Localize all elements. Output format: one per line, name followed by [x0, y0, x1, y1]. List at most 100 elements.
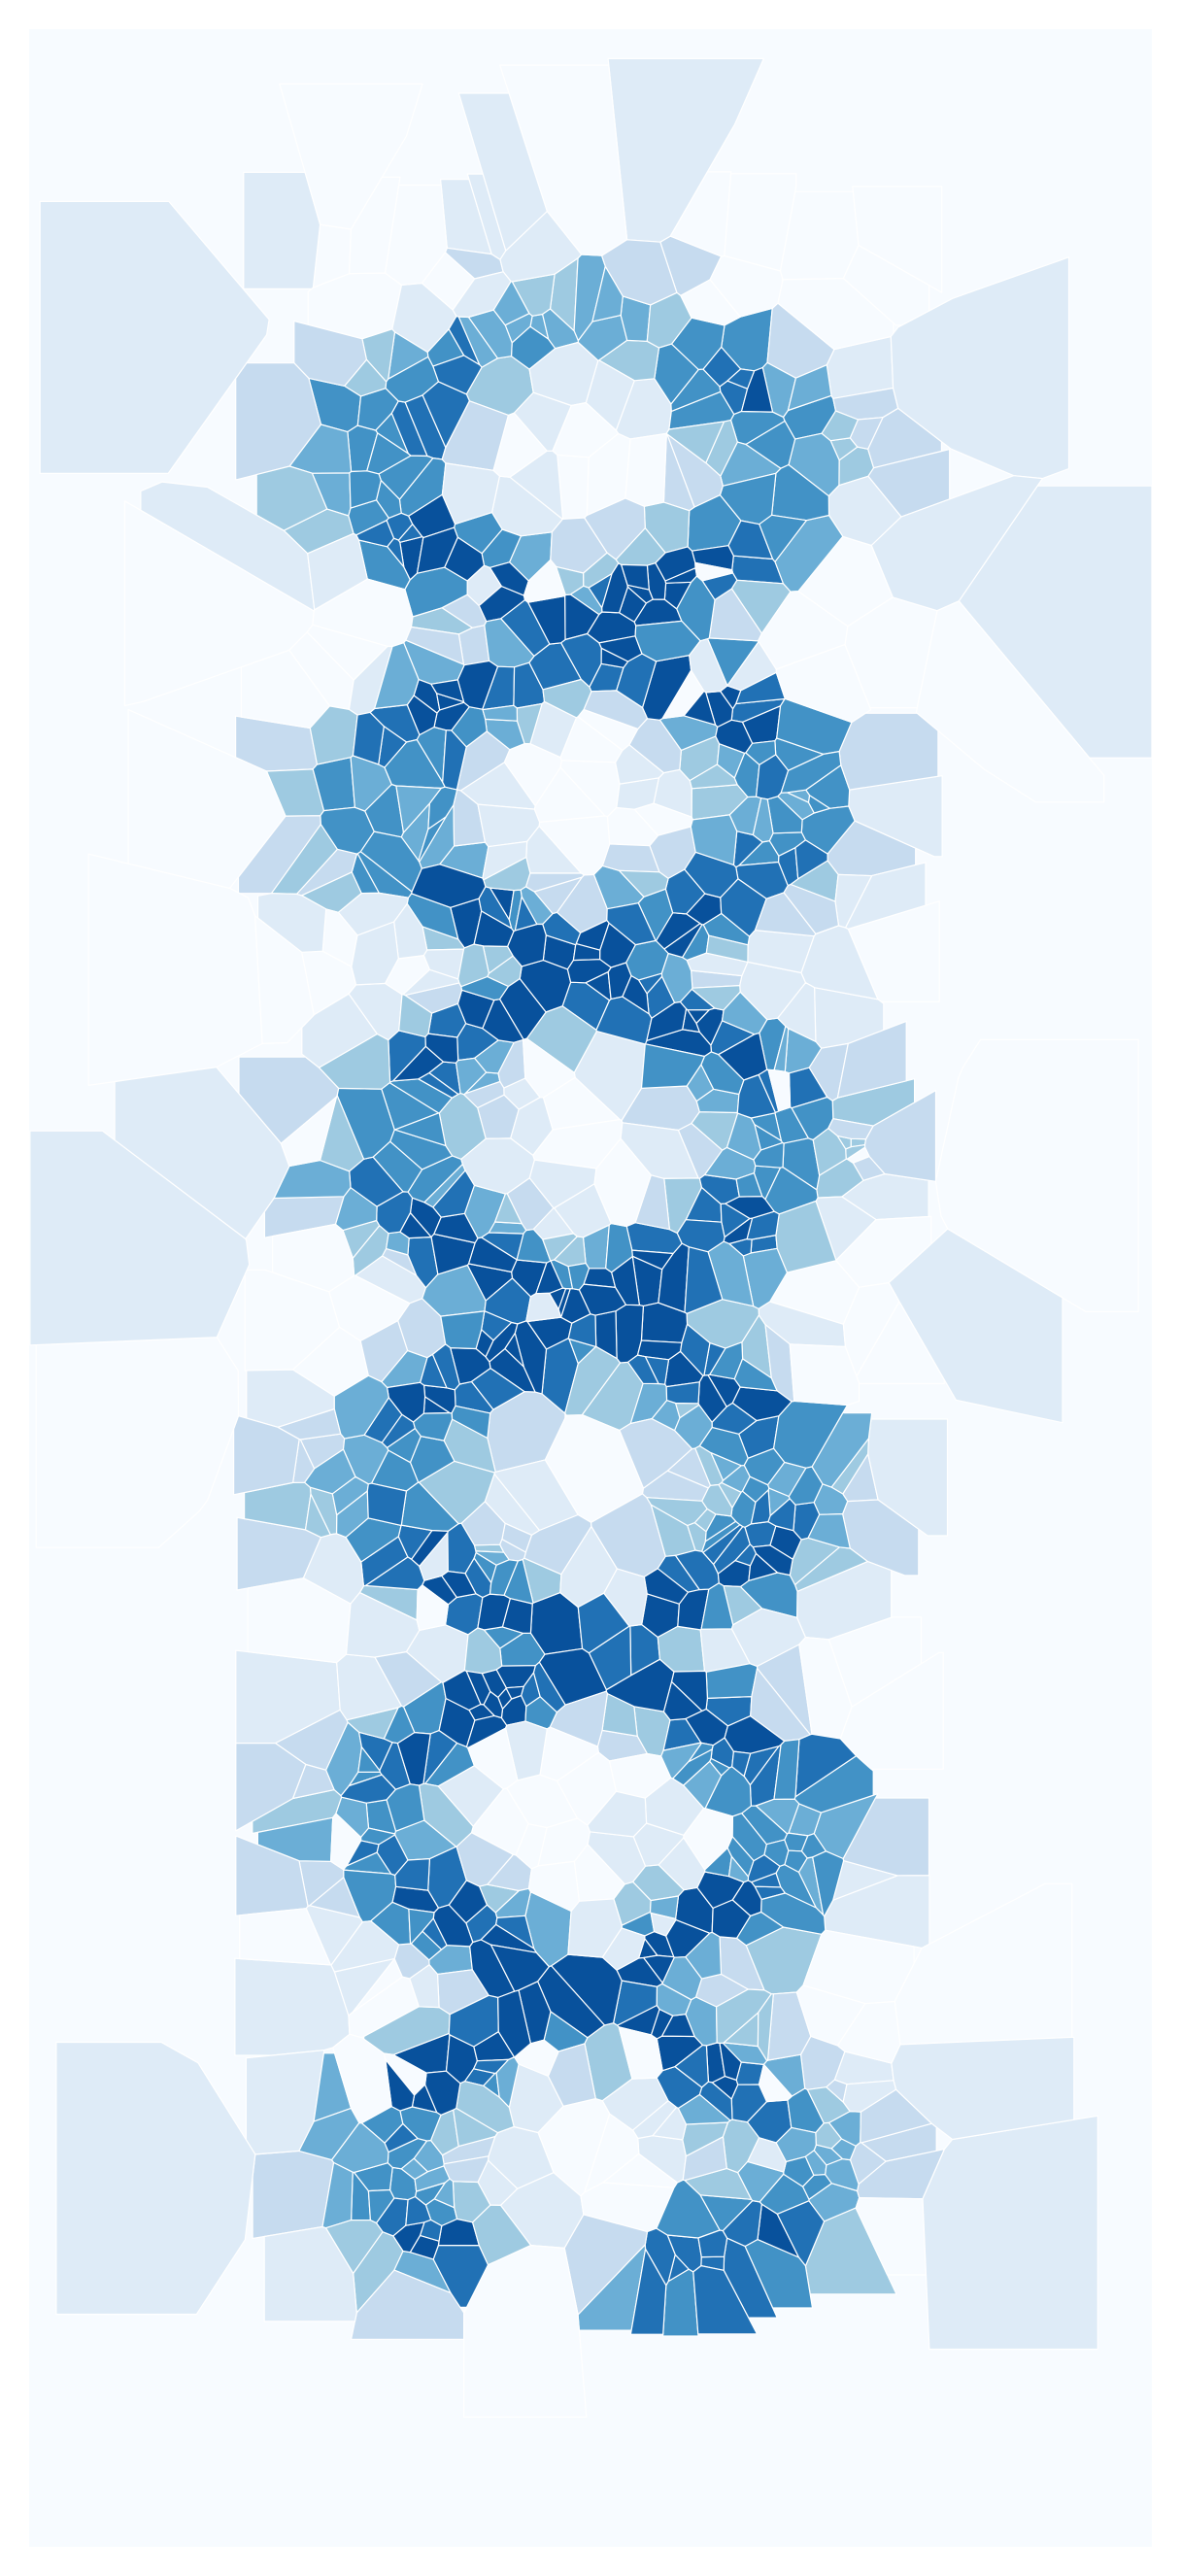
voronoi-cell: [395, 785, 442, 833]
voronoi-cell: [605, 1658, 675, 1712]
voronoi-cell: [821, 410, 860, 442]
voronoi-cell: [849, 417, 884, 450]
voronoi-cell: [618, 2026, 663, 2080]
voronoi-cell: [646, 1000, 688, 1041]
voronoi-cell: [307, 532, 368, 611]
voronoi-cell: [252, 2150, 335, 2240]
voronoi-cell: [504, 1332, 524, 1368]
voronoi-cell: [730, 1608, 807, 1668]
voronoi-cell: [340, 1774, 396, 1804]
voronoi-cell: [494, 1193, 523, 1225]
voronoi-cell: [515, 1823, 548, 1870]
voronoi-cell: [330, 1813, 362, 1871]
voronoi-cell: [629, 2248, 667, 2335]
voronoi-cell: [890, 256, 1070, 480]
voronoi-cell: [441, 462, 501, 525]
voronoi-cell: [922, 2115, 1098, 2351]
voronoi-cell: [593, 1137, 652, 1228]
voronoi-cell: [619, 1417, 693, 1489]
voronoi-cell: [665, 1381, 700, 1405]
voronoi-cell: [720, 1203, 751, 1238]
voronoi-cell: [711, 2076, 739, 2100]
voronoi-cell: [386, 512, 414, 541]
voronoi-cell: [826, 2079, 848, 2103]
voronoi-cell: [700, 1582, 734, 1630]
voronoi-cell: [726, 368, 756, 390]
voronoi-cell: [382, 1247, 418, 1276]
voronoi-cell: [759, 514, 807, 562]
voronoi-cell: [523, 559, 566, 603]
voronoi-cell: [751, 1872, 782, 1888]
voronoi-cell: [564, 1345, 622, 1416]
voronoi-cell: [807, 795, 830, 814]
voronoi-cell: [350, 755, 392, 812]
voronoi-cell: [807, 1512, 851, 1549]
voronoi-cell: [567, 1313, 597, 1348]
voronoi-cell: [448, 1994, 499, 2048]
voronoi-cell: [431, 1343, 460, 1391]
voronoi-cell: [304, 1493, 331, 1539]
voronoi-cell: [418, 1782, 474, 1847]
voronoi-cell: [394, 1857, 430, 1891]
voronoi-cell: [473, 2058, 510, 2075]
voronoi-cell: [357, 1746, 381, 1774]
voronoi-cell: [433, 2178, 456, 2209]
voronoi-cell: [336, 1087, 395, 1160]
voronoi-cell: [463, 1627, 503, 1675]
voronoi-cell: [846, 1146, 870, 1164]
voronoi-cell: [463, 2245, 588, 2418]
voronoi-cell: [432, 1169, 475, 1218]
voronoi-cell: [677, 2093, 731, 2125]
voronoi-cell: [825, 2158, 860, 2192]
voronoi-cell: [838, 712, 939, 791]
voronoi-cell: [419, 1532, 449, 1581]
voronoi-cell: [670, 1670, 709, 1712]
voronoi-cell: [345, 1591, 421, 1658]
voronoi-cell: [433, 1212, 479, 1244]
voronoi-cell: [554, 1183, 612, 1238]
voronoi-cell: [701, 1483, 733, 1517]
voronoi-cell: [503, 1558, 534, 1605]
voronoi-cell: [758, 2063, 793, 2103]
voronoi-cell: [742, 1247, 789, 1310]
voronoi-cell: [766, 1461, 807, 1498]
voronoi-cell: [777, 982, 817, 1042]
voronoi-cell: [279, 83, 423, 230]
voronoi-cell: [394, 1112, 447, 1147]
voronoi-cell: [333, 1374, 389, 1440]
voronoi-cell: [747, 2137, 788, 2173]
voronoi-cell: [839, 1651, 944, 1770]
voronoi-cell: [522, 1037, 576, 1099]
voronoi-cell: [432, 355, 483, 395]
voronoi-cell: [745, 740, 777, 765]
voronoi-cell: [566, 959, 612, 984]
voronoi-cell: [420, 2219, 443, 2242]
voronoi-cell: [406, 695, 438, 736]
voronoi-cell: [559, 716, 624, 763]
voronoi-cell: [767, 1068, 792, 1112]
voronoi-cell: [465, 1670, 491, 1706]
voronoi-cell: [320, 806, 375, 855]
voronoi-cell: [418, 1460, 495, 1525]
voronoi-cell: [755, 754, 790, 800]
voronoi-cell: [330, 1920, 400, 1973]
voronoi-cell: [552, 402, 620, 458]
voronoi-cell: [475, 1550, 510, 1566]
voronoi-cell: [656, 2179, 721, 2239]
voronoi-cell: [643, 1954, 675, 1984]
voronoi-cell: [736, 1073, 777, 1119]
voronoi-cell: [687, 1009, 710, 1025]
voronoi-cell: [451, 1405, 491, 1440]
voronoi-cell: [690, 814, 738, 866]
voronoi-cell: [567, 1262, 590, 1291]
voronoi-cell: [700, 1051, 745, 1096]
voronoi-cell: [426, 328, 465, 367]
voronoi-cell: [812, 1128, 847, 1176]
voronoi-cell: [123, 500, 315, 707]
voronoi-cell: [676, 1219, 725, 1253]
voronoi-cell: [702, 1524, 744, 1566]
voronoi-cell: [606, 902, 657, 946]
voronoi-cell: [683, 1807, 734, 1871]
voronoi-cell: [376, 1834, 409, 1877]
voronoi-cell: [418, 816, 447, 863]
